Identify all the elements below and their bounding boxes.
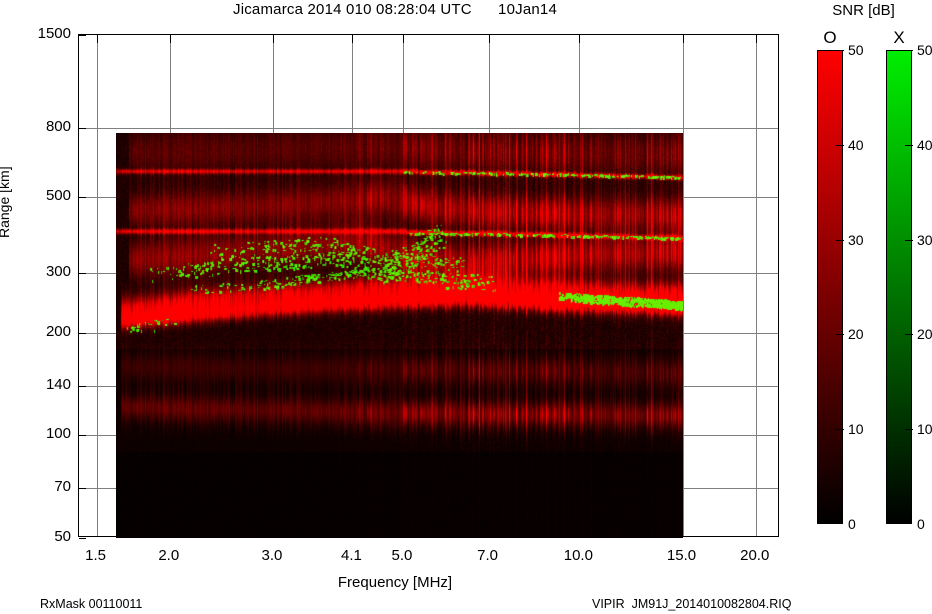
y-tick-label: 300 [45,263,71,281]
rxmask-footer: RxMask 00110011 [40,597,143,611]
y-tick-mark [79,385,86,387]
y-tick-label: 200 [45,322,71,340]
y-tick-label: 70 [54,478,71,496]
y-tick-mark [79,273,86,275]
colorbar-o-scale [817,50,843,524]
colorbar-tick-mark [836,429,844,431]
x-tick-mark [682,35,684,43]
colorbar-tick-mark [905,144,913,146]
y-tick-mark [79,197,86,199]
x-tick-label: 3.0 [261,547,283,564]
gridline-vertical [96,35,98,536]
colorbar-o-letter: O [823,28,837,47]
colorbar-tick-label: 40 [917,136,932,153]
y-tick-mark [79,488,86,490]
y-tick-label: 1500 [37,25,71,42]
colorbar-tick-label: 10 [917,421,932,438]
x-tick-label: 7.0 [477,547,498,564]
x-tick-label: 20.0 [740,547,770,564]
x-tick-mark [169,35,171,43]
y-tick-label: 140 [45,375,71,393]
x-tick-label: 15.0 [666,547,697,564]
y-tick-label: 500 [45,187,71,205]
y-tick-mark [79,127,86,129]
colorbar-tick-label: 30 [848,231,864,248]
x-axis-label: Frequency [MHz] [337,574,453,591]
colorbar-x-letter: X [893,28,905,47]
colorbar-tick-label: 40 [848,136,864,153]
x-tick-label: 4.1 [341,547,362,564]
gridline-horizontal [79,127,778,129]
gridline-vertical [755,35,757,536]
colorbar-tick-mark [836,144,844,146]
y-tick-label: 50 [54,528,71,545]
colorbar-tick-label: 30 [917,231,932,248]
colorbar-tick-mark [905,429,913,431]
page-title: Jicamarca 2014 010 08:28:04 UTC 10Jan14 [233,1,557,18]
colorbar-tick-label: 0 [917,516,925,532]
colorbar-tick-mark [905,239,913,241]
colorbar-tick-label: 10 [848,421,864,438]
colorbar-tick-label: 20 [848,326,864,343]
colorbar-tick-label: 50 [848,42,864,58]
colorbar-x-scale [886,50,912,524]
y-tick-mark [79,35,86,36]
x-tick-label: 10.0 [563,547,593,564]
y-tick-mark [79,435,86,437]
colorbar-title: SNR [dB] [832,2,895,19]
x-tick-mark [755,35,757,43]
x-tick-label: 5.0 [391,547,413,564]
file-footer: VIPIR JM91J_2014010082804.RIQ [592,597,792,611]
x-tick-mark [488,35,490,43]
gridline-vertical [682,35,684,536]
colorbar-tick-label: 20 [917,326,932,343]
y-tick-label: 800 [45,117,71,135]
x-tick-mark [272,35,274,43]
x-tick-mark [402,35,404,43]
x-tick-mark [96,35,98,43]
y-tick-mark [79,332,86,334]
ionogram-plot [78,34,779,539]
y-tick-label: 100 [45,425,71,443]
x-tick-label: 1.5 [85,547,106,564]
x-tick-label: 2.0 [158,547,180,564]
x-tick-mark [579,35,581,43]
colorbar-tick-mark [905,50,913,51]
colorbar-tick-mark [836,239,844,241]
colorbar-tick-label: 50 [917,42,932,58]
colorbar-tick-mark [836,50,844,51]
ionogram-raster [116,132,683,538]
colorbar-tick-mark [905,334,913,336]
x-tick-mark [352,35,354,43]
y-tick-mark [79,538,86,539]
colorbar-tick-mark [836,334,844,336]
colorbar-tick-label: 0 [848,516,856,532]
